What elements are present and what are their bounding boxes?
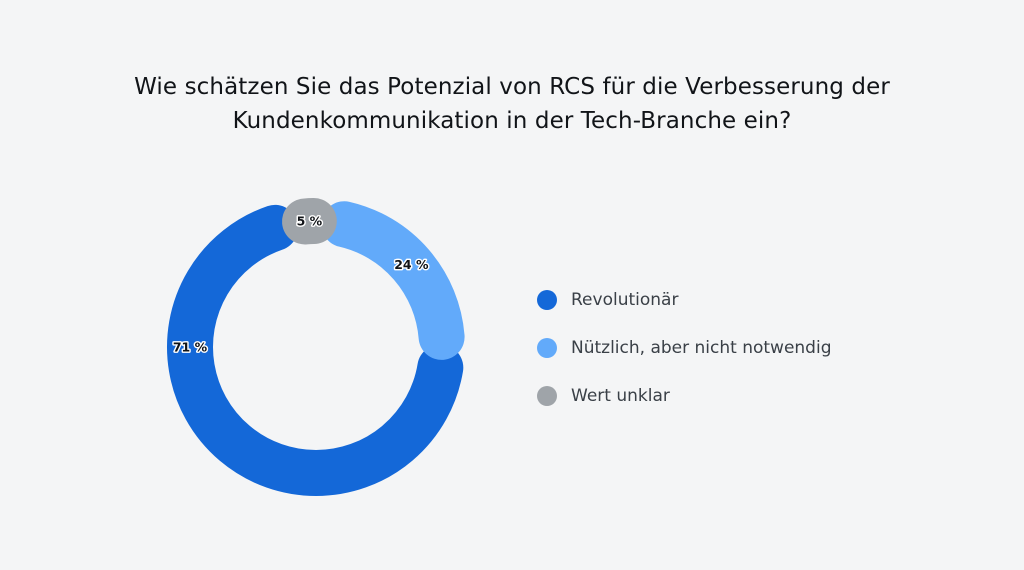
legend-dot-wert-unklar xyxy=(537,386,557,406)
legend-item-revolutionaer: Revolutionär xyxy=(537,284,832,316)
legend-item-wert-unklar: Wert unklar xyxy=(537,380,832,412)
chart-legend: Revolutionär Nützlich, aber nicht notwen… xyxy=(537,284,832,428)
slice-label-wert-unklar: 5 % xyxy=(297,214,323,229)
legend-label-wert-unklar: Wert unklar xyxy=(571,386,670,406)
slice-label-revolution-r: 71 % xyxy=(173,340,208,355)
chart-title-line-2: Kundenkommunikation in der Tech-Branche … xyxy=(232,108,792,134)
slice-label-n-tzlich-aber-nicht-notwendig: 24 % xyxy=(394,257,429,272)
chart-title-line-1: Wie schätzen Sie das Potenzial von RCS f… xyxy=(134,74,890,100)
legend-dot-nuetzlich xyxy=(537,338,557,358)
donut-slice-revolution-r xyxy=(167,204,464,496)
legend-item-nuetzlich: Nützlich, aber nicht notwendig xyxy=(537,332,832,364)
legend-label-nuetzlich: Nützlich, aber nicht notwendig xyxy=(571,338,832,358)
chart-title: Wie schätzen Sie das Potenzial von RCS f… xyxy=(62,70,962,138)
legend-label-revolutionaer: Revolutionär xyxy=(571,290,679,310)
legend-dot-revolutionaer xyxy=(537,290,557,310)
donut-slice-n-tzlich-aber-nicht-notwendig xyxy=(321,201,465,360)
